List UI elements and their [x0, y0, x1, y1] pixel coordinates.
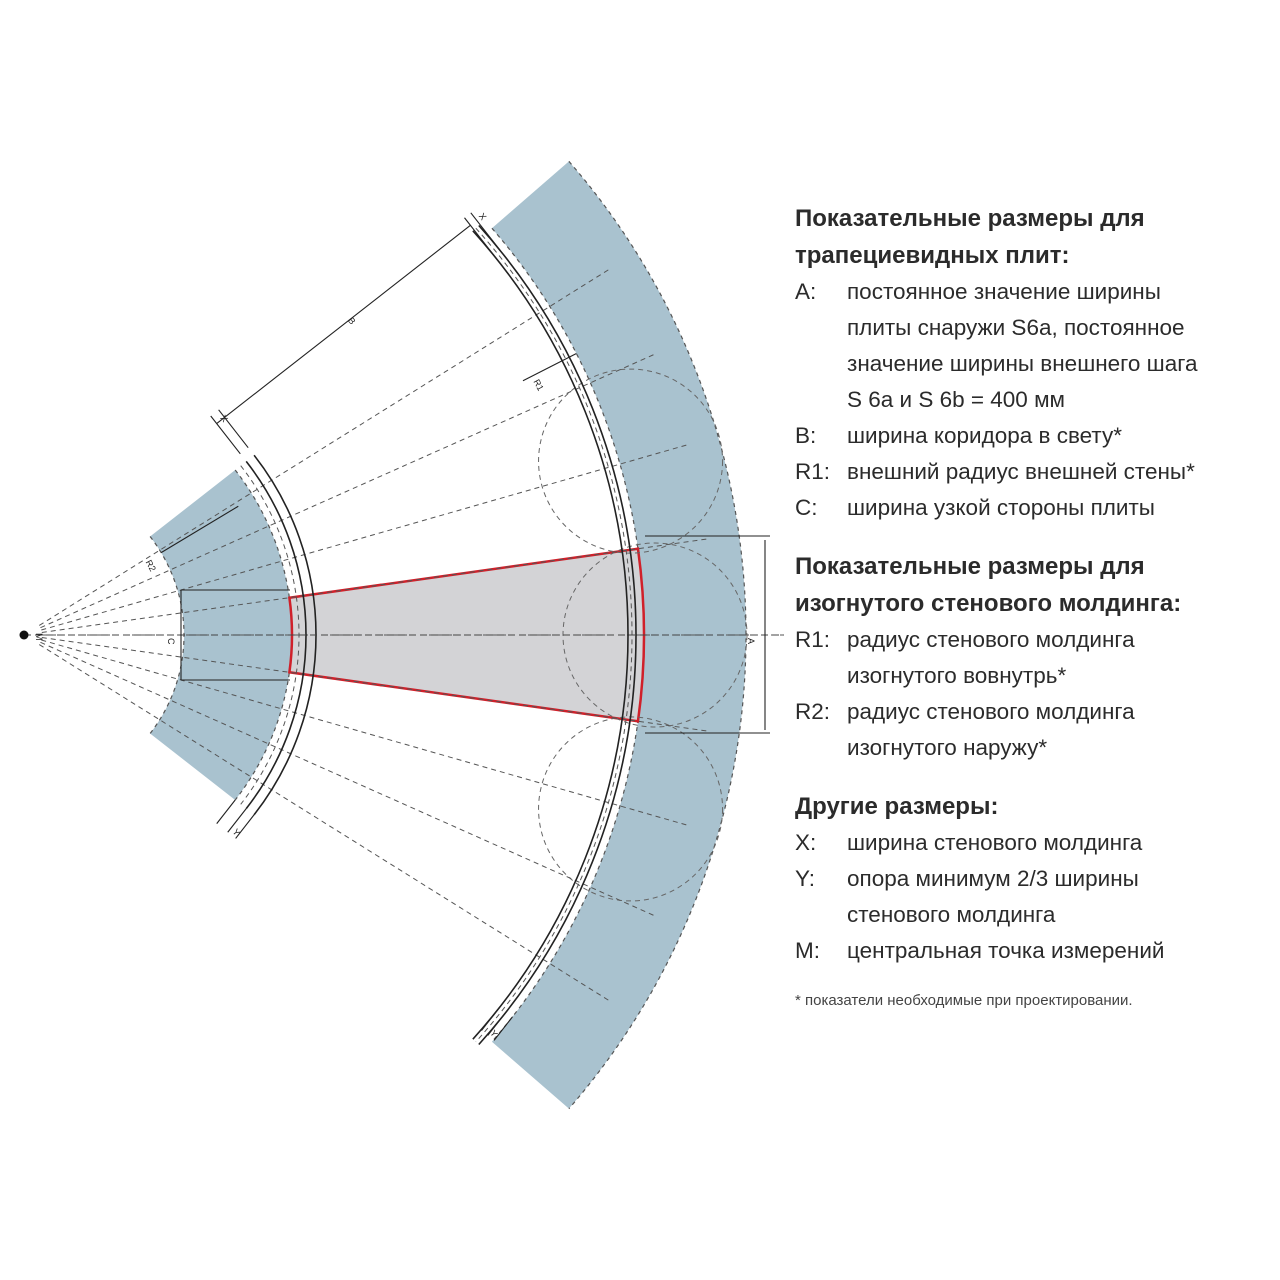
dim-b — [216, 224, 471, 424]
legend-key: X: — [795, 830, 817, 855]
legend-text: центральная точка измерений — [847, 933, 1270, 969]
legend: Показательные размеры для трапециевидных… — [795, 200, 1270, 1011]
legend-footnote: * показатели необходимые при проектирова… — [795, 992, 1133, 1009]
label-x-top-outer: X — [477, 211, 489, 222]
legend-text: радиус стенового молдинга изогнутого нару… — [847, 694, 1270, 766]
legend-row-0-2: R1: внешний радиус внешней стены* — [795, 454, 1270, 490]
legend-section-0: Показательные размеры для трапециевидных… — [795, 200, 1270, 526]
legend-line: ширина стенового молдинга — [847, 830, 1143, 855]
legend-title-2: Другие размеры: — [795, 793, 999, 820]
legend-text: ширина коридора в свету* — [847, 418, 1270, 454]
legend-line: радиус стенового молдинга — [847, 627, 1135, 652]
inner-wall — [150, 470, 292, 800]
legend-key: Y: — [795, 866, 816, 891]
label-m: M — [34, 633, 44, 641]
legend-text: постоянное значение ширины плиты снаружи … — [847, 274, 1270, 418]
legend-row-0-0: A: постоянное значение ширины плиты снаруж… — [795, 274, 1270, 418]
molding-arc-3 — [478, 224, 637, 1046]
dim-y-ext-2 — [235, 814, 255, 839]
legend-line: радиус стенового молдинга — [847, 699, 1135, 724]
legend-row-1-0: R1: радиус стенового молдинга изогнутого в… — [795, 622, 1270, 694]
legend-line: изогнутого вовнутрь* — [847, 663, 1067, 688]
legend-row-2-0: X: ширина стенового молдинга — [795, 825, 1270, 861]
ray-0 — [38, 268, 610, 626]
dim-b-ext-3 — [470, 212, 501, 251]
legend-line: стенового молдинга — [847, 902, 1056, 927]
legend-title-0: Показательные размеры для трапециевидных… — [795, 205, 1145, 269]
legend-line: изогнутого наружу* — [847, 735, 1048, 760]
label-y-bottom-outer: Y — [488, 1028, 500, 1039]
legend-row-0-3: C: ширина узкой стороны плиты — [795, 490, 1270, 526]
label-c: C — [166, 638, 176, 645]
legend-line: S 6a и S 6b = 400 мм — [847, 387, 1066, 412]
legend-text: внешний радиус внешней стены* — [847, 454, 1270, 490]
ray-5 — [41, 637, 708, 732]
legend-key: M: — [795, 938, 820, 963]
ray-2 — [41, 444, 688, 631]
legend-text: ширина стенового молдинга — [847, 825, 1270, 861]
legend-line: внешний радиус внешней стены* — [847, 459, 1195, 484]
legend-key: C: — [795, 495, 818, 520]
wall-edge-3 — [568, 160, 747, 1110]
label-r1: R1 — [531, 378, 545, 393]
label-r2: R2 — [144, 558, 158, 573]
ray-1 — [40, 353, 655, 629]
molding-center-0 — [240, 465, 300, 805]
dim-b-ext-1 — [218, 409, 249, 449]
dim-y-ext-5 — [493, 1016, 514, 1041]
molding-arc-2 — [472, 230, 629, 1040]
dim-y-ext-4 — [487, 1011, 507, 1036]
dim-y-ext-3 — [481, 1006, 501, 1031]
legend-key: R2: — [795, 699, 831, 724]
dim-y-ext-1 — [227, 808, 247, 833]
dimension-lines — [160, 212, 770, 1041]
arcs — [24, 224, 784, 1046]
legend-line: опора минимум 2/3 ширины — [847, 866, 1139, 891]
ray-6 — [41, 639, 688, 826]
label-y-bottom-inner: Y — [230, 827, 242, 838]
center-point-m — [19, 630, 29, 640]
legend-key: B: — [795, 423, 817, 448]
legend-line: центральная точка измерений — [847, 938, 1165, 963]
legend-row-1-1: R2: радиус стенового молдинга изогнутого н… — [795, 694, 1270, 766]
legend-text: радиус стенового молдинга изогнутого вовн… — [847, 622, 1270, 694]
walls — [149, 160, 747, 1110]
dim-r2 — [160, 505, 239, 554]
label-a: A — [746, 638, 756, 644]
ray-7 — [40, 641, 655, 917]
legend-text: ширина узкой стороны плиты — [847, 490, 1270, 526]
legend-row-0-1: B: ширина коридора в свету* — [795, 418, 1270, 454]
legend-line: постоянное значение ширины — [847, 279, 1161, 304]
legend-title-1: Показательные размеры для изогнутого сте… — [795, 553, 1182, 617]
legend-section-1: Показательные размеры для изогнутого сте… — [795, 548, 1270, 766]
label-x-top-inner: X — [218, 413, 230, 424]
dim-b-ext-2 — [464, 217, 495, 256]
dim-b-ext-0 — [210, 415, 241, 455]
legend-line: ширина узкой стороны плиты — [847, 495, 1155, 520]
ray-3 — [41, 538, 708, 633]
legend-line: значение ширины внешнего шага — [847, 351, 1198, 376]
dim-r1 — [522, 353, 577, 382]
legend-row-2-1: Y: опора минимум 2/3 ширины стенового молд… — [795, 861, 1270, 933]
legend-key: R1: — [795, 627, 831, 652]
legend-section-2: Другие размеры: X: ширина стенового молдин… — [795, 788, 1270, 969]
legend-key: R1: — [795, 459, 831, 484]
legend-line: ширина коридора в свету* — [847, 423, 1122, 448]
legend-key: A: — [795, 279, 817, 304]
legend-line: плиты снаружи S6a, постоянное — [847, 315, 1185, 340]
label-b: B — [346, 316, 358, 327]
legend-text: опора минимум 2/3 ширины стенового молдин… — [847, 861, 1270, 933]
outer-wall — [491, 161, 746, 1109]
ray-8 — [38, 644, 610, 1002]
dim-y-ext-0 — [216, 799, 236, 824]
legend-row-2-2: M: центральная точка измерений — [795, 933, 1270, 969]
